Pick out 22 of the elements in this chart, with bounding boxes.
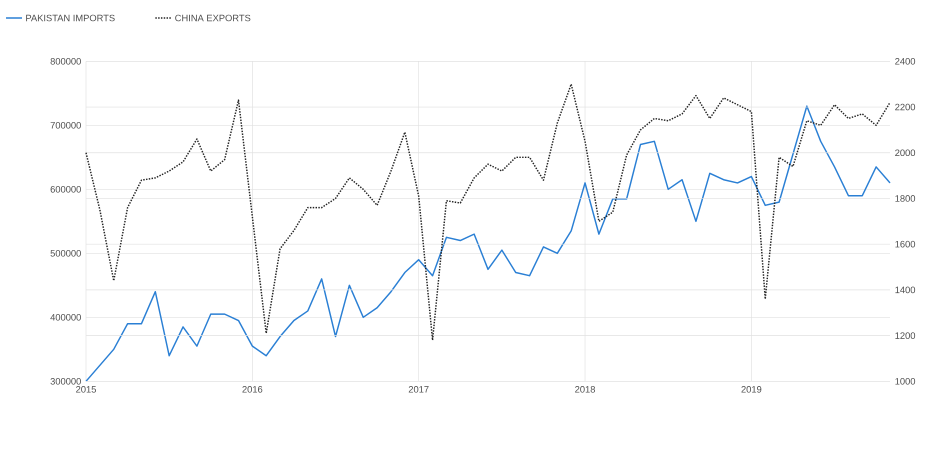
- y2-tick-label: 1600: [895, 240, 916, 248]
- y2-tick-label: 1800: [895, 195, 916, 202]
- x-tick-label: 2018: [575, 386, 596, 393]
- y-tick-label: 500000: [50, 250, 81, 257]
- y-tick-label: 400000: [50, 314, 81, 321]
- y-tick-label: 700000: [50, 122, 81, 129]
- legend-label: CHINA EXPORTS: [175, 14, 250, 22]
- y2-tick-label: 1200: [895, 332, 916, 339]
- y-tick-label: 300000: [50, 378, 81, 385]
- line-series: [85, 83, 891, 341]
- legend-label: PAKISTAN IMPORTS: [26, 14, 115, 22]
- y2-tick-label: 1000: [895, 378, 916, 385]
- y2-tick-label: 2400: [895, 58, 916, 65]
- x-tick-label: 2019: [741, 386, 762, 393]
- x-tick-label: 2017: [408, 386, 429, 393]
- y2-tick-label: 2200: [895, 104, 916, 110]
- x-tick-label: 2016: [242, 386, 262, 393]
- y-tick-label: 600000: [50, 186, 81, 193]
- y2-tick-label: 1400: [895, 286, 916, 294]
- y-tick-label: 800000: [50, 58, 81, 65]
- y2-tick-label: 2000: [895, 149, 916, 156]
- x-tick-label: 2015: [76, 386, 96, 393]
